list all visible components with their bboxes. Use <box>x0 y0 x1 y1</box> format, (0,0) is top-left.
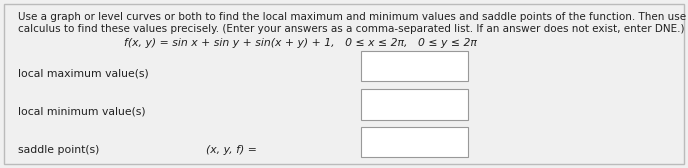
Bar <box>361 90 468 120</box>
Text: calculus to find these values precisely. (Enter your answers as a comma-separate: calculus to find these values precisely.… <box>18 24 685 34</box>
Bar <box>361 51 468 81</box>
Bar <box>361 127 468 157</box>
Text: local maximum value(s): local maximum value(s) <box>18 68 149 78</box>
Text: Use a graph or level curves or both to find the local maximum and minimum values: Use a graph or level curves or both to f… <box>18 12 686 22</box>
Text: f(x, y) = sin x + sin y + sin(x + y) + 1,   0 ≤ x ≤ 2π,   0 ≤ y ≤ 2π: f(x, y) = sin x + sin y + sin(x + y) + 1… <box>124 38 477 48</box>
Text: saddle point(s): saddle point(s) <box>18 144 99 155</box>
Text: local minimum value(s): local minimum value(s) <box>18 107 146 117</box>
Text: (x, y, f) =: (x, y, f) = <box>206 144 257 155</box>
